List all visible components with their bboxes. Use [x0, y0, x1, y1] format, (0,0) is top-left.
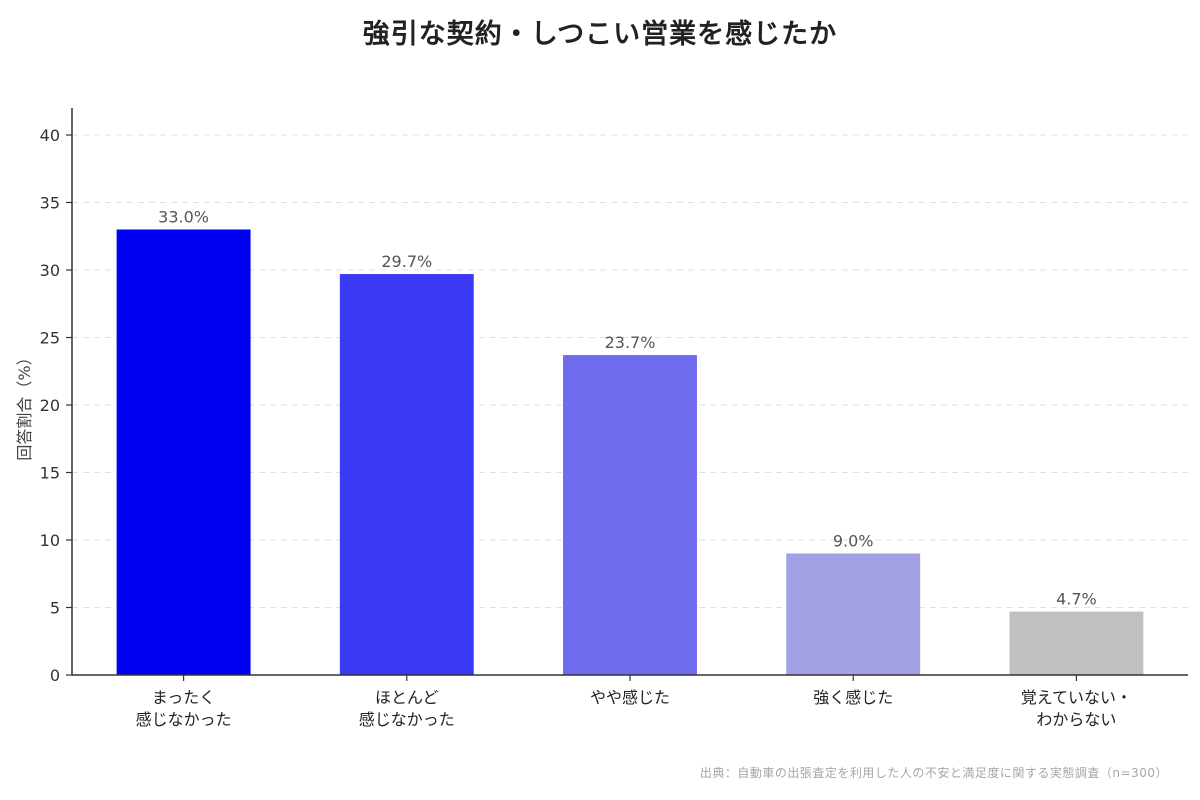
bar — [116, 229, 251, 675]
bar-value-label: 33.0% — [158, 208, 209, 227]
x-tick-label: ほとんど感じなかった — [359, 688, 455, 729]
bar-value-label: 23.7% — [605, 333, 656, 352]
grid-lines — [72, 134, 1188, 608]
labels: 0 5 10 15 20 25 30 35 40 33.0% まったく感じなかった 29.7% ほとんど… — [40, 126, 1132, 729]
x-tick-label: 強く感じた — [813, 688, 893, 707]
bars — [116, 229, 1144, 675]
x-tick-label: やや感じた — [590, 688, 670, 707]
y-tick-label: 40 — [40, 126, 60, 145]
y-tick-label: 25 — [40, 329, 60, 348]
x-tick-label: 覚えていない・わからない — [1021, 688, 1132, 729]
bar — [1009, 611, 1144, 675]
y-tick-label: 20 — [40, 396, 60, 415]
bar-value-label: 4.7% — [1056, 590, 1097, 609]
bar — [339, 274, 474, 675]
y-axis-label: 回答割合（%） — [15, 349, 34, 460]
y-tick-label: 30 — [40, 261, 60, 280]
y-tick-label: 35 — [40, 194, 60, 213]
bar-value-label: 29.7% — [381, 252, 432, 271]
axes — [66, 108, 1188, 681]
source-note: 出典：自動車の出張査定を利用した人の不安と満足度に関する実態調査（n=300） — [699, 766, 1168, 780]
bar-value-label: 9.0% — [833, 532, 874, 551]
y-tick-label: 0 — [50, 666, 60, 685]
y-tick-label: 10 — [40, 531, 60, 550]
y-tick-label: 15 — [40, 464, 60, 483]
bar — [563, 355, 697, 675]
bar — [786, 553, 921, 675]
x-tick-label: まったく感じなかった — [136, 688, 232, 729]
chart-title: 強引な契約・しつこい営業を感じたか — [362, 19, 838, 50]
y-tick-label: 5 — [50, 599, 60, 618]
